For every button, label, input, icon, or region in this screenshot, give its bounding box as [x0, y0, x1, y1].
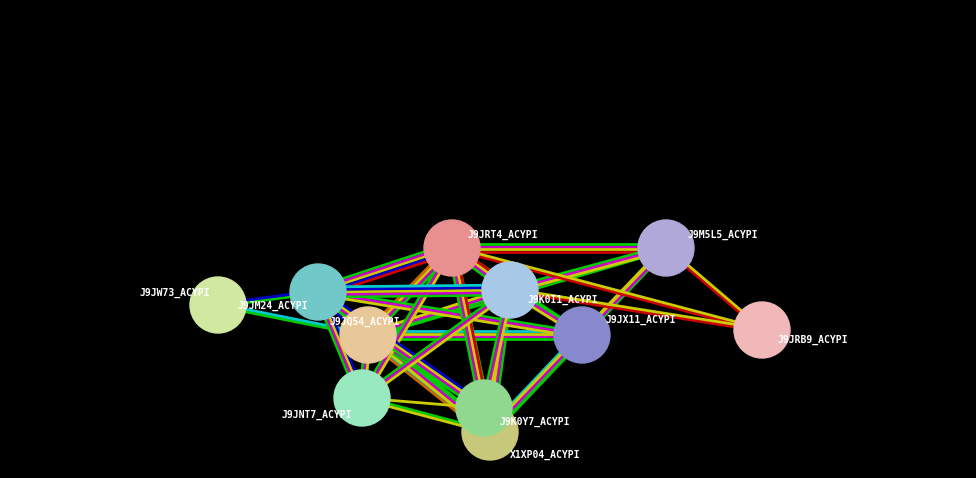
- Text: J9JM24_ACYPI: J9JM24_ACYPI: [238, 301, 308, 311]
- Circle shape: [462, 404, 518, 460]
- Text: J9JRT4_ACYPI: J9JRT4_ACYPI: [468, 230, 539, 240]
- Text: J9JW73_ACYPI: J9JW73_ACYPI: [140, 288, 211, 298]
- Circle shape: [424, 220, 480, 276]
- Circle shape: [734, 302, 790, 358]
- Text: J9K0I1_ACYPI: J9K0I1_ACYPI: [528, 295, 598, 305]
- Text: J9JNT7_ACYPI: J9JNT7_ACYPI: [282, 410, 352, 420]
- Text: J9M5L5_ACYPI: J9M5L5_ACYPI: [688, 230, 758, 240]
- Text: X1XP04_ACYPI: X1XP04_ACYPI: [510, 450, 581, 460]
- Circle shape: [340, 307, 396, 363]
- Circle shape: [334, 370, 390, 426]
- Circle shape: [456, 380, 512, 436]
- Text: J9JRB9_ACYPI: J9JRB9_ACYPI: [778, 335, 848, 345]
- Circle shape: [554, 307, 610, 363]
- Circle shape: [190, 277, 246, 333]
- Text: J9K0Y7_ACYPI: J9K0Y7_ACYPI: [500, 417, 571, 427]
- Text: J9JX11_ACYPI: J9JX11_ACYPI: [605, 315, 675, 325]
- Circle shape: [290, 264, 346, 320]
- Circle shape: [482, 262, 538, 318]
- Circle shape: [638, 220, 694, 276]
- Text: J9JQ54_ACYPI: J9JQ54_ACYPI: [330, 317, 400, 327]
